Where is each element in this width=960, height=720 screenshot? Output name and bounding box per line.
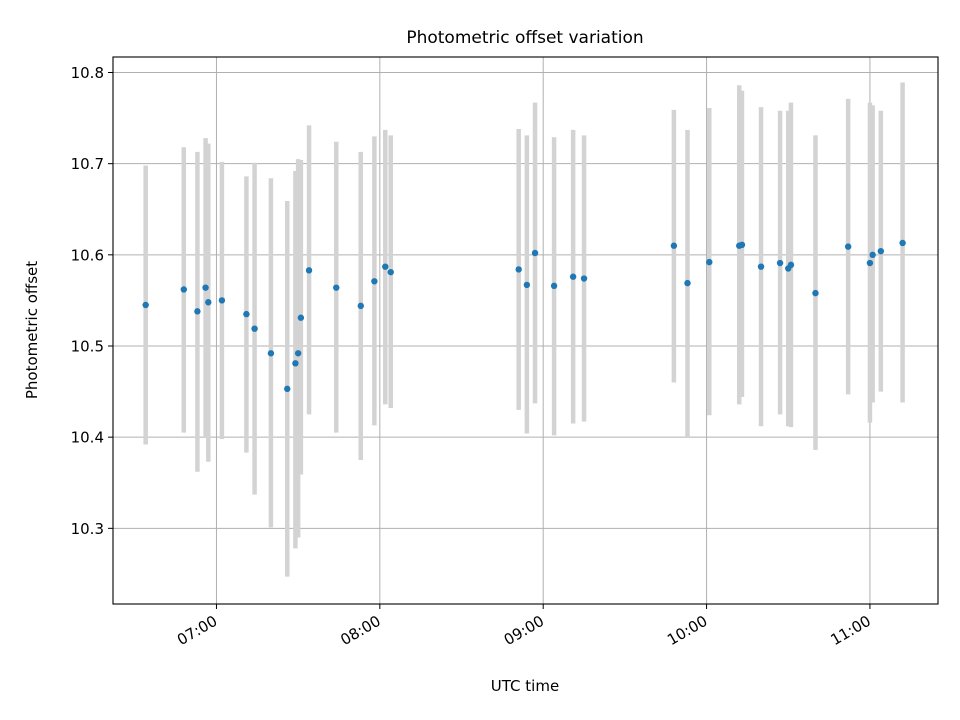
data-point <box>305 267 313 274</box>
data-point <box>776 259 784 267</box>
data-point <box>515 266 522 273</box>
data-point <box>292 360 299 367</box>
data-point <box>294 350 302 357</box>
data-point <box>670 242 678 249</box>
data-point <box>706 258 713 266</box>
data-point <box>844 243 852 250</box>
data-point <box>357 302 364 310</box>
data-point <box>251 325 258 332</box>
data-point <box>738 241 746 249</box>
data-point <box>787 261 795 269</box>
data-point <box>194 308 201 315</box>
data-point <box>243 310 250 318</box>
data-point <box>877 247 885 255</box>
y-tick-label: 10.5 <box>71 337 104 355</box>
data-point <box>523 281 531 289</box>
data-points <box>142 239 906 393</box>
plot-frame <box>112 56 939 605</box>
x-axis-label: UTC time <box>491 677 559 695</box>
data-point <box>866 259 874 267</box>
y-tick-label: 10.7 <box>71 155 104 173</box>
data-point <box>371 278 378 285</box>
data-point <box>869 251 876 259</box>
y-axis-ticks: 10.3 10.4 10.5 10.6 10.7 10.8 <box>71 64 113 538</box>
y-axis-label: Photometric offset <box>23 261 41 399</box>
data-point <box>202 284 209 291</box>
data-point <box>284 385 291 393</box>
y-tick-label: 10.6 <box>71 246 104 264</box>
y-tick-label: 10.4 <box>71 429 104 447</box>
data-point <box>180 286 187 293</box>
data-point <box>218 297 226 304</box>
data-point <box>142 301 149 309</box>
data-point <box>531 249 539 257</box>
data-point <box>382 263 389 270</box>
data-point <box>580 275 588 282</box>
data-point <box>812 289 819 297</box>
data-point <box>899 239 906 247</box>
data-point <box>569 273 577 280</box>
data-point <box>684 279 691 287</box>
y-tick-label: 10.3 <box>71 520 104 538</box>
data-point <box>550 282 558 290</box>
data-point <box>387 268 394 276</box>
y-tick-label: 10.8 <box>71 64 104 82</box>
data-point <box>757 263 765 270</box>
data-point <box>267 350 275 357</box>
data-point <box>205 299 212 306</box>
data-point <box>297 314 305 321</box>
data-point <box>333 284 340 291</box>
chart-title: Photometric offset variation <box>406 28 643 48</box>
